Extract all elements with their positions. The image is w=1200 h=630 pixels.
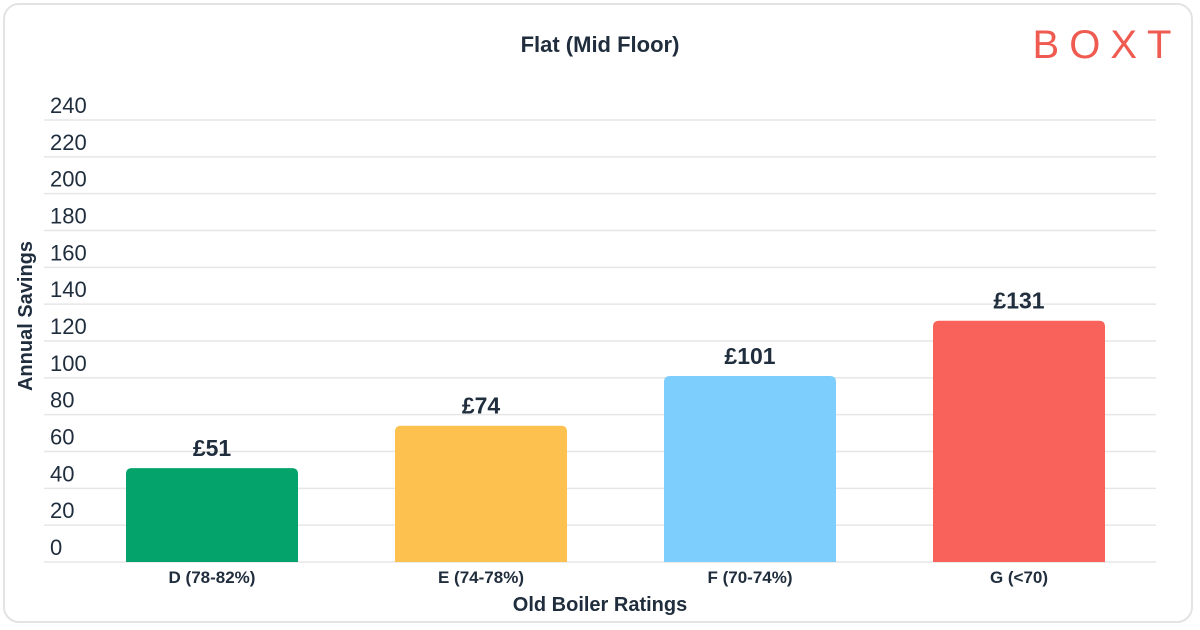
chart-title: Flat (Mid Floor) — [521, 32, 680, 57]
y-tick-label: 240 — [50, 93, 87, 118]
data-label: £51 — [193, 435, 232, 461]
data-label: £101 — [724, 343, 775, 369]
data-label: £131 — [993, 288, 1044, 314]
y-tick-label: 200 — [50, 167, 87, 192]
bar-3 — [933, 320, 1105, 562]
brand-logo: BOXT — [1033, 23, 1182, 67]
x-axis-ticks: D (78-82%) E (74-78%) F (70-74%) G (<70) — [169, 568, 1049, 587]
y-tick-label: 220 — [50, 130, 87, 155]
y-axis-label: Annual Savings — [15, 241, 37, 391]
y-axis-ticks: 0 20 40 60 80 100 120 140 160 180 200 220 240 — [50, 93, 87, 560]
y-tick-label: 140 — [50, 277, 87, 302]
y-tick-label: 80 — [50, 388, 74, 413]
x-tick-label: F (70-74%) — [707, 568, 792, 587]
y-tick-label: 60 — [50, 425, 74, 450]
bars — [126, 320, 1105, 562]
x-tick-label: G (<70) — [990, 568, 1048, 587]
x-axis-label: Old Boiler Ratings — [513, 594, 687, 616]
x-tick-label: D (78-82%) — [169, 568, 256, 587]
bar-1 — [395, 425, 567, 562]
data-label: £74 — [462, 393, 501, 419]
y-tick-label: 160 — [50, 240, 87, 265]
x-tick-label: E (74-78%) — [438, 568, 524, 587]
y-tick-label: 180 — [50, 204, 87, 229]
y-tick-label: 40 — [50, 461, 74, 486]
bar-2 — [664, 375, 836, 562]
y-tick-label: 0 — [50, 535, 62, 560]
y-tick-label: 100 — [50, 351, 87, 376]
y-tick-label: 20 — [50, 498, 74, 523]
bar-0 — [126, 468, 298, 562]
data-labels: £51 £74 £101 £131 — [193, 288, 1045, 461]
y-tick-label: 120 — [50, 314, 87, 339]
